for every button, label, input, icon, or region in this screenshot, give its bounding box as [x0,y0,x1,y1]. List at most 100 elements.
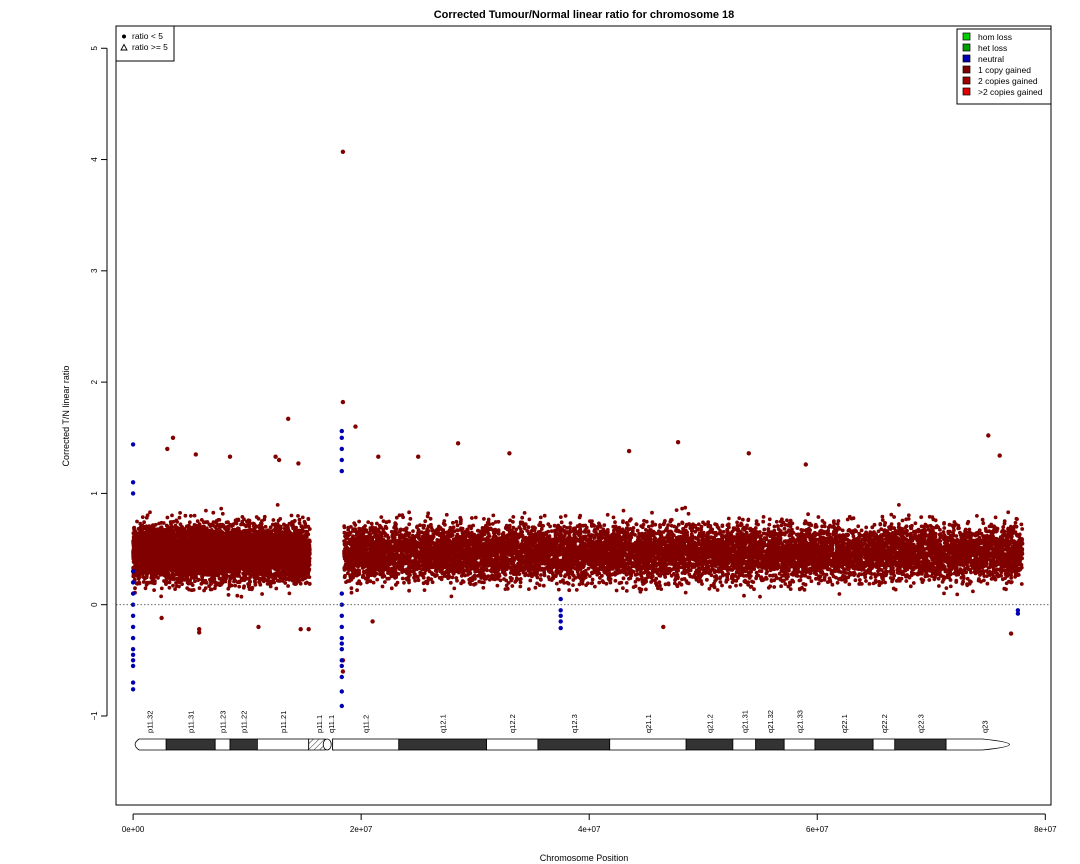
ideogram-band [814,738,874,751]
data-point [803,462,808,467]
ideogram-band [165,738,216,751]
ideogram-band-label: p11.31 [187,711,196,733]
centromere [322,738,332,751]
x-tick-label: 8e+07 [1034,825,1057,834]
x-tick-label: 6e+07 [806,825,829,834]
data-point [165,446,170,452]
data-point [370,619,375,624]
data-point [339,641,344,646]
ideogram-band-label: q22.2 [880,714,889,733]
data-point [558,619,563,624]
data-point [626,448,632,454]
data-point [276,457,282,463]
y-axis-label: Corrected T/N linear ratio [61,366,71,467]
ideogram-band-label: q11.1 [327,715,336,733]
data-point [339,468,344,474]
data-point [416,454,421,459]
ideogram-band [398,738,487,751]
data-point [558,625,563,631]
data-point [130,591,136,596]
data-point [986,433,991,438]
copy-number-legend-label: 2 copies gained [978,76,1038,86]
data-point [1015,611,1021,616]
data-point [1015,608,1021,613]
y-tick-label: −1 [90,711,99,721]
data-point [130,687,136,692]
copy-number-legend-label: >2 copies gained [978,87,1043,97]
data-point [130,663,136,669]
data-point [130,652,136,657]
ideogram-band-label: q21.33 [796,710,805,733]
data-point [339,658,344,663]
copy-number-legend-box [956,28,1052,105]
data-point [339,446,344,452]
data-point [339,457,344,463]
data-point [159,615,164,621]
ideogram-band-label: p11.22 [240,711,249,733]
ideogram-band [256,738,310,751]
ideogram-band [783,738,816,751]
data-point [339,663,344,669]
data-point [256,624,261,630]
data-point [130,624,136,630]
data-point [558,596,563,602]
shape-legend-box [115,25,175,62]
ideogram-band [732,738,757,751]
data-point [227,454,233,459]
ideogram-band-label: q21.32 [766,710,775,733]
data-point [130,569,136,574]
legend-swatch [962,54,971,63]
ideogram-band [134,738,167,751]
y-tick-label: 5 [90,45,99,50]
data-point [675,440,681,445]
data-point-cloud [131,502,312,599]
data-point [193,452,198,457]
ideogram-band-label: q22.1 [840,714,849,733]
ideogram-band [872,738,896,751]
shape-legend-label: ratio >= 5 [132,42,168,52]
data-point [376,454,381,459]
ideogram-band [214,738,231,751]
data-point [197,627,202,632]
data-point [130,635,136,641]
data-point [340,149,346,154]
x-axis-label: Chromosome Position [540,853,629,863]
ideogram-band [332,738,400,751]
ideogram-band [755,738,785,751]
data-point [130,602,136,607]
data-point [298,627,303,632]
ideogram-band-label: p11.23 [219,711,228,733]
data-point [339,624,344,630]
y-tick-label: 3 [90,268,99,273]
points-layer [130,149,1025,709]
data-point [296,461,301,466]
data-point [130,580,136,585]
data-point [286,416,291,421]
data-point [339,674,344,680]
data-point [130,480,136,485]
data-point [339,428,344,434]
data-point [339,591,344,596]
data-point [661,624,666,630]
x-tick-label: 4e+07 [578,825,601,834]
chart-title: Corrected Tumour/Normal linear ratio for… [434,9,735,21]
data-point [339,647,344,652]
legend-swatch [962,43,971,52]
legend-swatch [962,87,971,96]
data-point [1008,631,1014,636]
data-point [339,613,344,618]
copy-number-legend-label: neutral [978,54,1004,64]
data-point [130,613,136,618]
data-point [339,635,344,641]
data-point [339,602,344,607]
data-point [197,630,202,635]
ideogram-band-label: p11.21 [279,711,288,733]
data-point [339,703,344,709]
ideogram-band [945,738,1010,751]
y-tick-label: 4 [90,157,99,162]
shape-legend-label: ratio < 5 [132,31,163,41]
plot-frame [115,25,1052,806]
data-point [130,442,136,447]
legend-swatch [962,65,971,74]
